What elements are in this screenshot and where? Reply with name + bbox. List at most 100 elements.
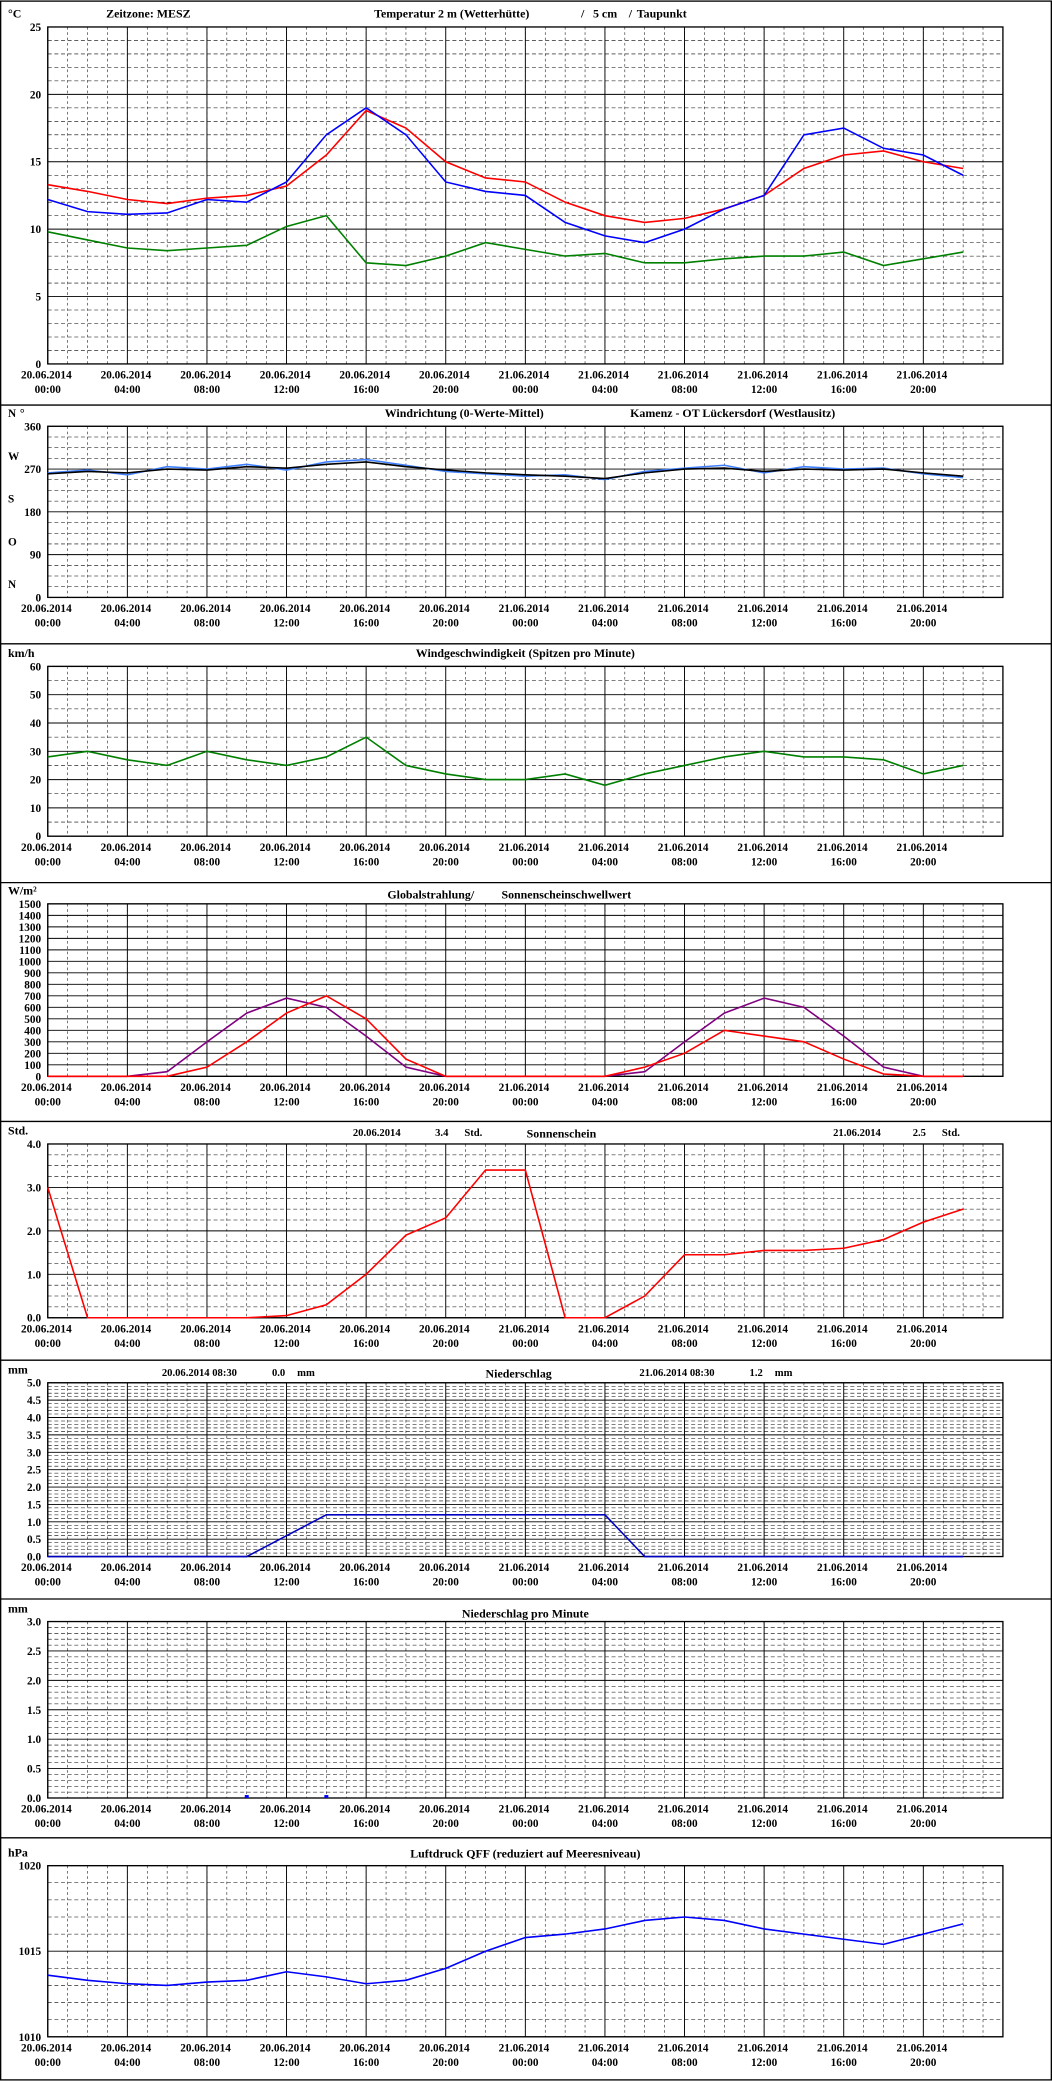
x-tick-label: 21.06.2014 12:00 <box>737 1082 791 1109</box>
x-tick-label: 21.06.2014 00:00 <box>499 1562 553 1589</box>
y-tick-label: 2.0 <box>27 1675 41 1687</box>
plot-frame <box>47 425 1004 599</box>
x-tick-label: 20.06.2014 00:00 <box>21 1082 75 1109</box>
y-tick-label: 3.0 <box>27 1447 41 1459</box>
x-tick-label: 21.06.2014 12:00 <box>737 2042 791 2069</box>
y-tick-label: 60 <box>30 661 42 673</box>
series-line <box>47 109 964 224</box>
x-tick-label: 20.06.2014 04:00 <box>101 370 155 397</box>
panel: 20.06.2014 00:00 20.06.2014 04:00 20.06.20… <box>0 884 1052 1123</box>
y-tick-label: 20 <box>30 89 42 101</box>
x-tick-label: 20.06.2014 12:00 <box>260 1804 314 1831</box>
plot-frame <box>47 1620 1004 1799</box>
x-tick-label: 21.06.2014 08:00 <box>658 603 712 630</box>
y-tick-label: 700 <box>24 991 41 1003</box>
panel-title: 0.0 <box>272 1368 285 1379</box>
x-tick-label: 21.06.2014 16:00 <box>817 2042 871 2069</box>
y-tick-label: 4.0 <box>27 1413 41 1425</box>
x-tick-label: 21.06.2014 20:00 <box>897 1562 951 1589</box>
y-tick-label: 500 <box>24 1014 41 1026</box>
y-unit-label: hPa <box>8 1845 28 1859</box>
y-tick-label: 1400 <box>19 910 42 922</box>
x-tick-label: 21.06.2014 08:00 <box>658 1804 712 1831</box>
panel-title: 21.06.2014 08:30 <box>639 1368 714 1379</box>
y-tick-label: 270 <box>24 464 41 476</box>
panel: 20.06.2014 00:00 20.06.2014 04:00 20.06.20… <box>0 1362 1052 1600</box>
y-tick-label: 1.0 <box>27 1517 41 1529</box>
x-tick-label: 21.06.2014 20:00 <box>897 2042 951 2069</box>
x-tick-label: 20.06.2014 00:00 <box>21 603 75 630</box>
x-tick-label: 21.06.2014 16:00 <box>817 842 871 869</box>
x-tick-label: 21.06.2014 00:00 <box>499 1804 553 1831</box>
x-tick-label: 21.06.2014 04:00 <box>578 603 632 630</box>
series-line <box>47 214 964 267</box>
panel-title: mm <box>775 1368 793 1379</box>
y-tick-label: 300 <box>24 1037 41 1049</box>
panel-title: Std. <box>464 1128 482 1139</box>
x-tick-label: 21.06.2014 16:00 <box>817 1562 871 1589</box>
x-tick-label: 20.06.2014 04:00 <box>101 842 155 869</box>
plot-frame <box>47 26 1004 365</box>
y-tick-label: 3.0 <box>27 1617 41 1629</box>
y-tick-label: 15 <box>30 157 42 169</box>
y-tick-label: 100 <box>24 1060 41 1072</box>
y-tick-label: 10 <box>30 224 42 236</box>
x-tick-label: 20.06.2014 16:00 <box>339 370 393 397</box>
series-line <box>46 1169 964 1319</box>
x-tick-label: 20.06.2014 04:00 <box>101 1562 155 1589</box>
x-tick-label: 20.06.2014 04:00 <box>101 603 155 630</box>
y-tick-label: 3.0 <box>27 1182 41 1194</box>
y-tick-label: 40 <box>30 718 42 730</box>
series-line <box>47 1916 964 1987</box>
x-tick-label: 20.06.2014 08:00 <box>180 370 234 397</box>
x-tick-label: 21.06.2014 20:00 <box>897 370 951 397</box>
panel-title: Sonnenscheinschwellwert <box>501 888 631 902</box>
bar <box>324 1795 329 1798</box>
x-tick-label: 20.06.2014 16:00 <box>339 1323 393 1350</box>
y-tick-label: 2.0 <box>27 1482 41 1494</box>
y-tick-label: 1000 <box>19 956 42 968</box>
x-tick-label: 21.06.2014 00:00 <box>499 1323 553 1350</box>
y-tick-label: 0 <box>35 359 41 371</box>
panel-title: / <box>580 7 585 21</box>
y-tick-label: 1.5 <box>27 1705 41 1717</box>
x-tick-label: 20.06.2014 04:00 <box>101 2042 155 2069</box>
panel-title: Std. <box>942 1128 960 1139</box>
x-tick-label: 20.06.2014 16:00 <box>339 842 393 869</box>
panel: 20.06.2014 00:00 20.06.2014 04:00 20.06.20… <box>0 1601 1052 1839</box>
y-tick-label: 2.5 <box>27 1646 41 1658</box>
y-tick-label: 2.0 <box>27 1226 41 1238</box>
y-tick-label: 200 <box>24 1048 41 1060</box>
y-tick-label: 2.5 <box>27 1465 41 1477</box>
bar <box>244 1795 249 1798</box>
panel: 20.06.2014 00:00 20.06.2014 04:00 20.06.20… <box>0 406 1052 645</box>
x-tick-label: 21.06.2014 00:00 <box>499 842 553 869</box>
plot-frame <box>47 1143 1004 1319</box>
x-tick-label: 20.06.2014 20:00 <box>419 370 473 397</box>
x-tick-label: 20.06.2014 08:00 <box>180 1804 234 1831</box>
y-tick-label: 0.0 <box>27 1552 41 1564</box>
compass-label: N <box>8 579 16 591</box>
compass-label: O <box>8 536 17 548</box>
x-tick-label: 21.06.2014 08:00 <box>658 1562 712 1589</box>
y-tick-label: 5 <box>35 292 41 304</box>
y-tick-label: 50 <box>30 690 42 702</box>
x-tick-label: 21.06.2014 08:00 <box>658 1323 712 1350</box>
y-tick-label: 1015 <box>19 1946 42 1958</box>
x-tick-label: 20.06.2014 20:00 <box>419 603 473 630</box>
y-tick-label: 4.5 <box>27 1395 41 1407</box>
x-tick-label: 21.06.2014 08:00 <box>658 1082 712 1109</box>
y-tick-label: 1300 <box>19 922 42 934</box>
x-tick-label: 21.06.2014 16:00 <box>817 1804 871 1831</box>
x-tick-label: 20.06.2014 04:00 <box>101 1082 155 1109</box>
panel-title: Windrichtung (0-Werte-Mittel) <box>385 406 544 420</box>
y-tick-label: 30 <box>30 746 42 758</box>
x-tick-label: 21.06.2014 20:00 <box>897 603 951 630</box>
y-tick-label: 1100 <box>19 945 41 957</box>
panel-title: mm <box>297 1368 315 1379</box>
x-tick-label: 21.06.2014 12:00 <box>737 1323 791 1350</box>
x-tick-label: 20.06.2014 00:00 <box>21 2042 75 2069</box>
x-tick-label: 20.06.2014 20:00 <box>419 1323 473 1350</box>
y-unit-label: km/h <box>8 646 35 660</box>
y-unit-label: Std. <box>8 1124 28 1138</box>
